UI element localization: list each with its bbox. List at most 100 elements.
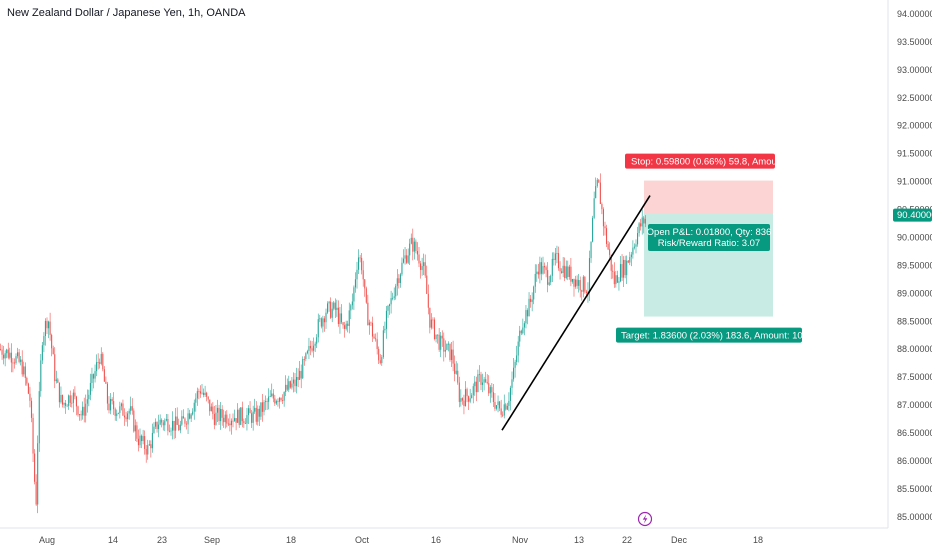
pnl-label[interactable]: Open P&L: 0.01800, Qty: 836 Risk/Reward … [647,223,772,251]
candle-body [123,415,126,418]
candle-body [159,419,161,425]
candle-body [432,319,434,321]
stop-zone[interactable] [644,180,773,214]
candle-body [364,279,366,289]
candle-body [221,408,223,418]
price-axis[interactable]: 94.00000 93.50000 93.00000 92.50000 92.00000… [897,9,932,522]
candle-body [494,401,496,409]
candle-body [393,296,395,298]
candle-body [311,348,313,351]
time-tick-label: Oct [355,535,370,545]
time-axis[interactable]: Aug 14 23 Sep 18 Oct 16 Nov 13 22 Dec 18 [39,535,763,545]
candle-body [381,357,383,364]
candle-body [502,414,504,416]
candle-body [77,406,79,415]
candle-body [398,278,400,283]
candle-body [475,381,477,393]
candle-body [133,410,135,432]
candle-body [404,255,406,259]
candle-body [319,318,321,320]
candle-body [195,398,197,403]
candle-body [413,241,415,252]
candle-body [198,391,200,392]
candle-body [624,259,626,276]
candle-body [210,406,212,412]
candle-body [573,278,575,287]
candle-body [48,321,50,329]
candle-body [353,287,355,302]
time-tick-label: 23 [157,535,167,545]
candle-body [215,412,217,425]
candle-body [58,382,60,403]
candle-body [165,418,167,421]
candle-body [82,406,84,416]
price-tick-label: 86.00000 [897,456,932,466]
candle-body [12,362,14,364]
candle-body [13,362,15,364]
time-tick-label: 13 [574,535,584,545]
candle-body [452,349,454,364]
candle-body [282,400,284,401]
candle-body [523,323,525,328]
stop-label-text: Stop: 0.59800 (0.66%) 59.8, Amount: 990 [631,157,806,168]
candle-body [178,424,180,431]
candle-body [344,325,346,329]
candle-body [156,421,158,430]
candle-body [455,370,457,374]
price-tick-label: 85.00000 [897,512,932,522]
events-icon[interactable] [637,511,653,527]
candle-body [379,360,381,364]
candle-body [102,353,104,370]
candle-body [590,241,592,259]
candle-body [278,397,281,402]
candle-body [190,414,192,419]
candle-body [6,349,8,354]
target-label-box [616,327,802,343]
candle-body [582,276,584,292]
stop-label[interactable]: Stop: 0.59800 (0.66%) 59.8, Amount: 990 [625,153,806,169]
candle-body [286,384,288,390]
target-label[interactable]: Target: 1.83600 (2.03%) 183.6, Amount: 1… [616,327,821,343]
candle-body [333,302,335,309]
candle-body [478,374,480,376]
candle-body [100,353,102,364]
candle-body [137,438,139,446]
candle-body [517,341,519,356]
candle-body [520,330,522,334]
candle-body [451,349,453,361]
candle-body [258,408,260,417]
candle-body [289,381,291,388]
candle-body [300,370,302,379]
candle-body [361,257,363,271]
candle-body [466,389,468,397]
candle-body [128,410,130,414]
candle-body [618,281,620,283]
candle-body [399,274,401,283]
candle-body [556,253,558,254]
candle-body [116,413,118,416]
candle-body [433,319,436,339]
candle-body [46,320,48,329]
trend-line[interactable] [501,195,651,431]
candle-body [345,323,347,329]
candle-body [85,403,87,416]
time-tick-label: Nov [512,535,529,545]
candle-body [595,186,597,199]
candle-body [68,395,70,406]
candle-body [409,243,411,256]
candle-body [562,265,564,274]
candle-body [69,395,71,403]
candle-body [421,266,423,270]
candle-body [505,404,507,410]
chart-title: New Zealand Dollar / Japanese Yen, 1h, O… [7,7,246,19]
time-tick-label: 14 [108,535,118,545]
candle-body [218,407,220,422]
candle-body [216,407,219,413]
candle-body [80,414,82,416]
candle-body [592,217,594,242]
candle-body [557,253,560,269]
candle-body [626,260,628,276]
candle-body [584,276,586,292]
candle-body [480,374,482,385]
